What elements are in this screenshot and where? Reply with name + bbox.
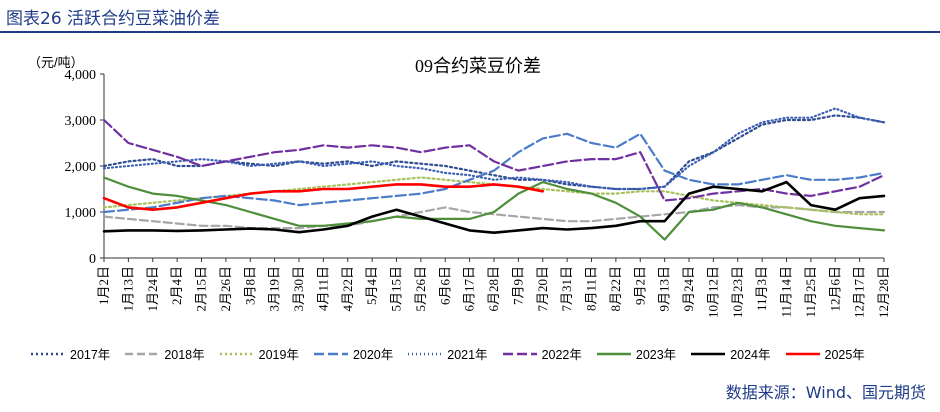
series-line-2024年 [102, 180, 886, 234]
x-tick-label: 11月14日 [779, 266, 794, 318]
series-line-2021年 [102, 107, 886, 191]
legend-item: 2019年 [219, 344, 299, 363]
y-tick-label: 0 [89, 252, 96, 267]
x-tick-label: 6月6日 [437, 266, 452, 305]
axes: 0 1,000 2,000 3,000 4,000 1月2日 1月13日 1月24日 2月4日 2… [65, 68, 892, 318]
legend-swatch [785, 352, 820, 355]
legend-item: 2022年 [502, 344, 582, 363]
x-tick-label: 5月4日 [364, 266, 379, 305]
legend-item: 2023年 [596, 344, 676, 363]
x-tick-label: 9月2日 [632, 266, 647, 305]
x-tick-label: 5月26日 [413, 266, 428, 312]
legend-swatch [502, 352, 537, 355]
x-tick-label: 11月25日 [803, 266, 818, 318]
y-tick-label: 3,000 [65, 114, 97, 129]
legend-swatch [31, 352, 65, 355]
x-tick-label: 7月20日 [535, 266, 550, 312]
legend-swatch [125, 352, 160, 355]
x-tick-label: 3月19日 [267, 266, 282, 312]
legend-item: 2025年 [785, 344, 865, 363]
x-tick-label: 1月24日 [145, 266, 160, 312]
x-tick-label: 4月11日 [315, 266, 330, 311]
x-tick-label: 10月12日 [705, 266, 720, 318]
x-tick-label: 5月15日 [389, 266, 404, 312]
legend-label: 2025年 [824, 348, 865, 362]
x-tick-label: 2月26日 [218, 266, 233, 312]
x-tick-label: 1月13日 [120, 266, 135, 312]
series-line-2023年 [102, 176, 886, 241]
legend-label: 2022年 [541, 348, 582, 362]
legend-label: 2023年 [635, 348, 677, 362]
legend: 2017年 2018年 2019年 2020年 2021年 2022年 2023年 2024年… [30, 344, 865, 363]
y-tick-label: 1,000 [65, 206, 97, 221]
legend-swatch [691, 352, 726, 355]
x-tick-label: 7月9日 [510, 266, 525, 305]
legend-label: 2017年 [70, 348, 111, 362]
x-tick-label: 12月28日 [876, 266, 891, 318]
legend-label: 2024年 [730, 348, 771, 362]
legend-label: 2019年 [258, 348, 299, 362]
x-tick-label: 7月31日 [559, 266, 574, 312]
legend-item: 2017年 [30, 344, 110, 363]
legend-swatch [596, 352, 631, 355]
header-divider [0, 31, 940, 33]
y-tick-label: 2,000 [65, 160, 97, 175]
line-chart: 09合约菜豆价差 （元/吨） 0 1,000 2,000 3,000 4,000 1月2日… [28, 55, 892, 318]
data-source: 数据来源：Wind、国元期货 [725, 383, 926, 402]
x-tick-label: 8月11日 [584, 266, 599, 311]
figure-header: 图表26 活跃合约豆菜油价差 [6, 9, 221, 29]
y-axis-label: （元/吨） [28, 55, 84, 70]
legend-item: 2020年 [313, 344, 393, 363]
x-tick-label: 2月4日 [169, 266, 184, 305]
legend-label: 2021年 [447, 348, 488, 362]
x-tick-label: 6月28日 [486, 266, 501, 312]
x-tick-label: 3月30日 [291, 266, 306, 312]
x-tick-label: 9月24日 [681, 266, 696, 312]
x-tick-label: 8月22日 [608, 266, 623, 312]
x-tick-label: 9月13日 [657, 266, 672, 312]
legend-label: 2020年 [352, 348, 394, 362]
legend-item: 2024年 [690, 344, 771, 363]
x-tick-label: 3月8日 [242, 266, 257, 305]
x-tick-label: 10月23日 [730, 266, 745, 318]
series-line-2025年 [102, 183, 545, 211]
legend-swatch [219, 352, 254, 355]
chart-title: 09合约菜豆价差 [415, 56, 541, 76]
x-tick-label: 6月17日 [462, 266, 477, 312]
series-layer [102, 107, 886, 241]
series-line-2017年 [102, 114, 886, 191]
x-tick-label: 11月3日 [754, 266, 769, 311]
legend-item: 2021年 [407, 344, 488, 363]
x-tick-label: 12月17日 [852, 266, 867, 318]
legend-swatch [408, 352, 443, 355]
x-tick-label: 2月15日 [194, 266, 209, 312]
y-tick-label: 4,000 [65, 68, 97, 83]
x-tick-label: 4月22日 [340, 266, 355, 312]
x-tick-label: 12月6日 [827, 266, 842, 312]
legend-swatch [313, 352, 348, 355]
legend-label: 2018年 [164, 348, 205, 362]
legend-item: 2018年 [124, 344, 205, 363]
x-tick-label: 1月2日 [96, 266, 111, 305]
